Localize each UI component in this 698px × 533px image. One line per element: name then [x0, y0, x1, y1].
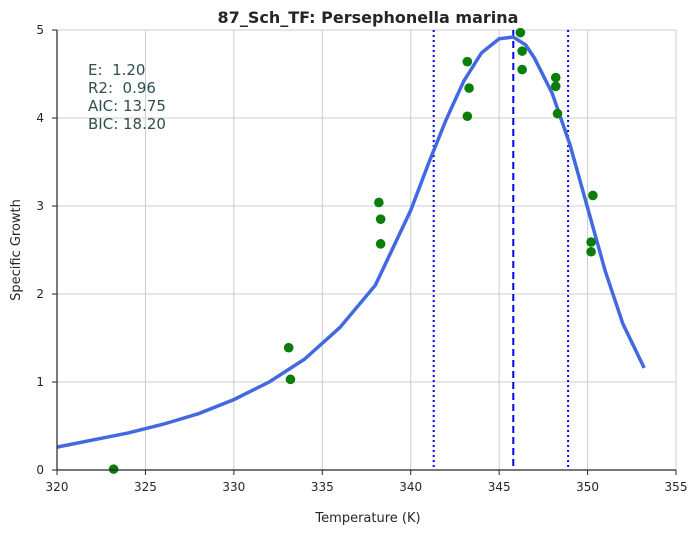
fit-curve — [56, 35, 646, 449]
grid — [56, 29, 677, 471]
data-point — [283, 342, 294, 353]
data-point — [375, 214, 386, 224]
stat-aic: AIC: 13.75 — [88, 97, 166, 115]
y-tick-label: 5 — [36, 23, 44, 37]
stat-r2: R2: 0.96 — [88, 79, 156, 97]
x-tick-label: 330 — [222, 480, 245, 494]
x-axis-label: Temperature (K) — [314, 511, 420, 526]
y-tick-label: 4 — [36, 111, 44, 125]
x-tick-label: 355 — [665, 480, 688, 494]
x-tick-labels: 320 325 330 335 340 345 350 355 — [46, 470, 688, 494]
x-tick-label: 320 — [46, 480, 69, 494]
data-point — [550, 72, 561, 83]
y-tick-label: 0 — [36, 463, 44, 477]
y-tick-label: 2 — [36, 287, 44, 301]
data-point — [588, 190, 598, 201]
data-point — [464, 83, 474, 93]
data-point — [285, 374, 296, 385]
data-point — [375, 239, 386, 249]
data-point — [108, 464, 119, 474]
stat-bic: BIC: 18.20 — [88, 115, 166, 133]
data-point — [586, 237, 596, 247]
x-tick-label: 335 — [311, 480, 334, 494]
y-tick-labels: 0 1 2 3 4 5 — [36, 23, 57, 477]
x-tick-label: 340 — [399, 480, 422, 494]
y-axis-label: Specific Growth — [9, 199, 24, 301]
data-point — [552, 108, 563, 119]
data-points — [108, 27, 598, 474]
data-point — [515, 27, 526, 38]
data-point — [374, 197, 384, 208]
chart-title: 87_Sch_TF: Persephonella marina — [218, 8, 519, 27]
data-point — [550, 81, 561, 92]
stat-e: E: 1.20 — [88, 61, 145, 79]
reference-lines — [432, 30, 570, 470]
y-tick-label: 3 — [36, 199, 44, 213]
x-tick-label: 350 — [576, 480, 599, 494]
x-tick-label: 345 — [488, 480, 511, 494]
axes — [56, 30, 676, 471]
data-point — [586, 246, 596, 257]
y-tick-label: 1 — [36, 375, 44, 389]
data-point — [462, 111, 473, 122]
fit-statistics: E: 1.20 R2: 0.96 AIC: 13.75 BIC: 18.20 — [88, 61, 166, 133]
x-tick-label: 325 — [134, 480, 157, 494]
data-point — [462, 56, 473, 67]
data-point — [517, 64, 527, 75]
data-point — [517, 46, 527, 56]
fit-curve-layer — [56, 35, 646, 449]
